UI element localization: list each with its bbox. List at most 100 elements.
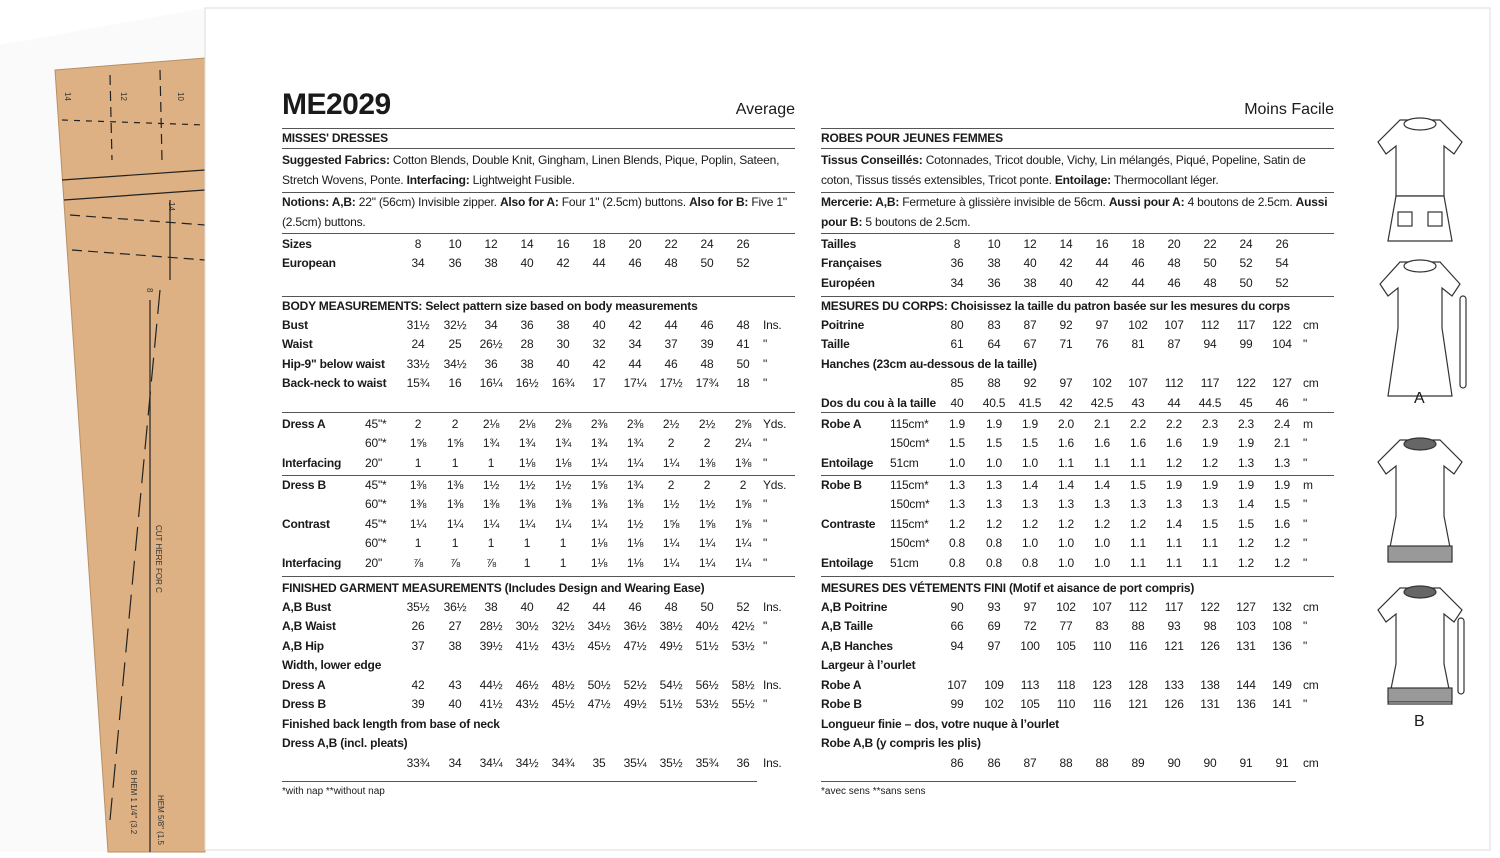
unit: ": [1303, 455, 1308, 470]
cell-value: 1.2: [1237, 555, 1255, 570]
cell-value: 34½: [587, 619, 611, 634]
cell-value: 92: [1023, 376, 1037, 391]
cell-value: 48: [664, 256, 678, 271]
text-run: Aussi pour A:: [1108, 195, 1185, 209]
row-sublabel: 45"*: [365, 417, 387, 431]
cell-value: 14: [1059, 237, 1073, 251]
cell-value: 1⅜: [446, 478, 464, 492]
row-label: A,B Hanches: [821, 638, 893, 653]
cell-value: 46½: [515, 677, 539, 692]
cell-value: 2: [703, 478, 711, 492]
pattern-code: ME2029: [282, 88, 391, 121]
cell-value: 15¾: [406, 376, 430, 391]
cell-value: 107: [1092, 600, 1112, 614]
tissue-text: HEM 5/8" (1.5: [156, 795, 165, 845]
cell-value: 1¼: [662, 536, 680, 551]
text-run: Aussi pour B:: [821, 195, 1328, 229]
cell-value: 90: [1203, 755, 1217, 770]
cell-value: 34½: [515, 755, 539, 770]
cell-value: 1¾: [482, 436, 500, 451]
cell-value: 1½: [482, 478, 500, 492]
row-label: Dress A: [282, 417, 326, 431]
cell-value: 43: [448, 677, 462, 692]
cell-value: 69: [987, 619, 1001, 634]
cell-value: 1¼: [662, 555, 680, 570]
cell-value: 1.1: [1057, 455, 1075, 470]
cell-value: 1.4: [1237, 497, 1255, 512]
text-run: Cotton Blends, Double Knit, Gingham, Lin…: [282, 153, 780, 187]
cell-value: 90: [950, 600, 964, 614]
row-label: Back-neck to waist: [282, 376, 387, 391]
cell-value: 46: [628, 256, 642, 271]
cell-value: 1.9: [985, 417, 1003, 431]
cell-value: 2.1: [1273, 436, 1291, 451]
unit: cm: [1303, 376, 1319, 391]
cell-value: 85: [950, 376, 964, 391]
cell-value: 45½: [551, 697, 575, 712]
cell-value: 1.0: [1093, 555, 1111, 570]
cell-value: 1½: [518, 478, 536, 492]
cell-value: 126: [1200, 638, 1220, 653]
text-run: Mercerie: A,B:: [821, 195, 900, 209]
cell-value: 18: [592, 237, 606, 251]
cell-value: 100: [1020, 638, 1040, 653]
cell-value: 97: [1095, 318, 1109, 332]
cell-value: 108: [1272, 619, 1292, 634]
cell-value: 1.2: [1237, 536, 1255, 551]
cell-value: 109: [984, 677, 1004, 692]
dress-sketches: [1377, 117, 1467, 705]
cell-value: 18: [1131, 237, 1145, 251]
cell-value: 1.0: [1057, 555, 1075, 570]
table-heading: MESURES DES VÉTEMENTS FINI (Motif et ais…: [821, 581, 1195, 595]
cell-value: 127: [1272, 376, 1292, 391]
cell-value: 1¼: [482, 516, 500, 531]
rule: [282, 192, 795, 193]
cell-value: 0.8: [948, 536, 966, 551]
cell-value: 51½: [695, 638, 719, 653]
cell-value: 91: [1275, 755, 1289, 770]
cell-value: 1.3: [985, 478, 1003, 492]
cell-value: 36: [950, 256, 964, 271]
cell-value: 42: [628, 318, 642, 332]
cell-value: 2⅜: [590, 417, 608, 431]
cell-value: 141: [1272, 697, 1292, 712]
cell-value: 36: [987, 275, 1001, 290]
cell-value: 1⅛: [626, 536, 644, 551]
cell-value: 16: [556, 237, 570, 251]
cell-value: 93: [1167, 619, 1181, 634]
cell-value: 36: [484, 356, 498, 371]
unit: ": [1303, 638, 1308, 653]
cell-value: 36½: [443, 600, 467, 614]
cell-value: 61: [950, 337, 964, 352]
cell-value: 37: [664, 337, 678, 352]
cell-value: 27: [448, 619, 462, 634]
cell-value: 1.0: [1021, 536, 1039, 551]
cell-value: 16¼: [479, 376, 503, 391]
cell-value: 40: [556, 356, 570, 371]
cell-value: 53½: [731, 638, 755, 653]
cell-value: 39: [411, 697, 425, 712]
cell-value: 1⅜: [482, 497, 500, 512]
row-label: European: [282, 256, 336, 271]
cell-value: 44: [628, 356, 642, 371]
tissue-mark: 14: [167, 202, 176, 211]
unit: ": [763, 697, 768, 712]
unit: Yds.: [763, 417, 787, 431]
cell-value: 1.2: [1165, 455, 1183, 470]
cell-value: 1⅝: [590, 478, 608, 492]
row-label: Interfacing: [282, 455, 342, 470]
cell-value: 2⅜: [626, 417, 644, 431]
text-run: Four 1" (2.5cm) buttons.: [558, 195, 690, 209]
row-sublabel: 60"*: [365, 436, 387, 451]
cell-value: 38: [448, 638, 462, 653]
cell-value: 34: [448, 755, 462, 770]
cell-value: 1.3: [1129, 497, 1147, 512]
cell-value: 1⅜: [554, 497, 572, 512]
cell-value: 1.3: [1021, 497, 1039, 512]
cell-value: 1.5: [1021, 436, 1039, 451]
cell-value: 1⅜: [626, 497, 644, 512]
difficulty: Average: [735, 101, 795, 118]
cell-value: 38: [520, 356, 534, 371]
cell-value: 40: [448, 697, 462, 712]
cell-value: 1.4: [1165, 516, 1183, 531]
